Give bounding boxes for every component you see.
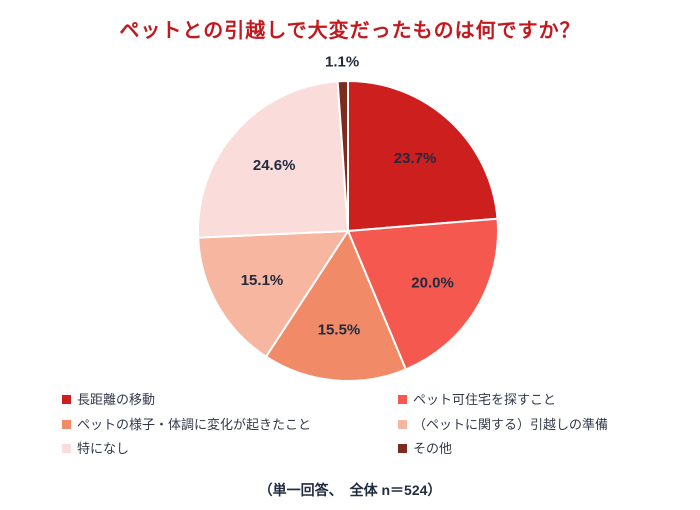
legend-swatch <box>398 444 407 454</box>
legend-label: 特になし <box>77 441 130 457</box>
legend: 長距離の移動 ペット可住宅を探すことペットの様子・体調に変化が起きたこと （ペットに… <box>62 392 637 457</box>
legend-label: （ペットに関する）引越しの準備 <box>413 416 609 432</box>
legend-item: ペット可住宅を探すこと <box>398 392 637 408</box>
pie-slice <box>264 228 408 382</box>
pie-slice-percent-label: 15.5% <box>318 322 361 339</box>
legend-item: 特になし <box>62 441 398 457</box>
legend-swatch <box>62 419 71 429</box>
pie-slice <box>336 79 349 232</box>
pie-slice <box>197 80 350 239</box>
pie-slice <box>346 217 499 371</box>
legend-item: （ペットに関する）引越しの準備 <box>398 417 637 433</box>
legend-item: その他 <box>398 441 637 457</box>
legend-label: ペット可住宅を探すこと <box>413 392 557 407</box>
survey-note: （単一回答、 全体 n＝524） <box>258 482 442 498</box>
chart-title: ペットとの引越しで大変だったものは何ですか？ <box>119 20 581 42</box>
pie-slice <box>347 79 499 233</box>
legend-swatch <box>398 395 407 405</box>
legend-item: 長距離の移動 <box>62 392 398 408</box>
legend-swatch <box>62 395 71 405</box>
legend-swatch <box>398 419 407 429</box>
pie-slice-percent-label: 23.7% <box>394 150 437 167</box>
legend-item: ペットの様子・体調に変化が起きたこと <box>62 417 398 433</box>
pie-slice-percent-label: 24.6% <box>253 157 296 174</box>
pie-slice <box>197 229 350 359</box>
pie-slice-percent-label: 15.1% <box>241 272 284 289</box>
pie-chart: 23.7% 20.0% 15.5% 15.1% 24.6% 1.1% <box>197 54 499 382</box>
legend-label: その他 <box>413 441 453 457</box>
legend-label: ペットの様子・体調に変化が起きたこと <box>77 416 312 432</box>
pie-slice-percent-label: 20.0% <box>411 274 454 291</box>
legend-swatch <box>62 444 71 454</box>
legend-label: 長距離の移動 <box>77 392 156 407</box>
pie-slice-percent-label: 1.1% <box>325 54 359 71</box>
